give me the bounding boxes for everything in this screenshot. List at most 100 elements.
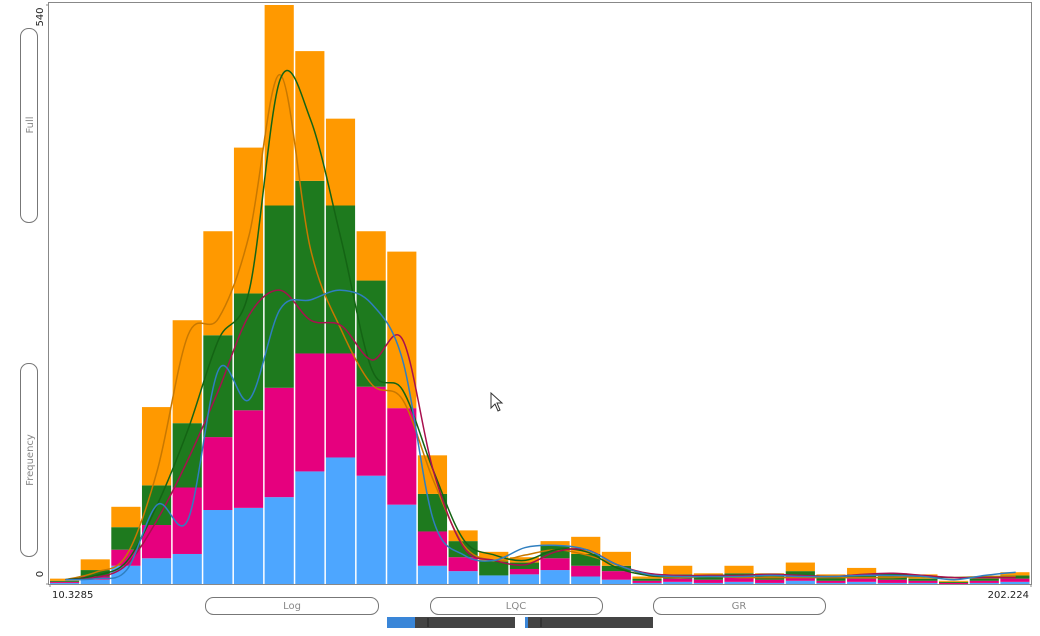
- bar-segment: [632, 582, 662, 584]
- bar-segment: [50, 580, 80, 582]
- bar-segment: [417, 531, 448, 566]
- bar-segment: [908, 582, 938, 584]
- bar-segment: [509, 562, 540, 569]
- lqc-label: LQC: [506, 601, 526, 612]
- bar-segment: [908, 580, 938, 583]
- bar-segment: [632, 578, 662, 581]
- gr-button[interactable]: GR: [653, 597, 826, 615]
- scrollbar[interactable]: [387, 617, 515, 628]
- bar-segment: [479, 561, 509, 576]
- bar-segment: [111, 506, 141, 528]
- frequency-button[interactable]: Frequency: [20, 363, 38, 557]
- bar-segment: [663, 578, 693, 582]
- bar-segment: [203, 510, 233, 584]
- bar-segment: [939, 581, 969, 583]
- y-tick-label: 540: [35, 7, 46, 26]
- plot: [50, 5, 1030, 584]
- bar-segment: [356, 231, 386, 281]
- bar-segment: [141, 525, 172, 559]
- bar-segment: [724, 577, 754, 582]
- bar-segment: [877, 579, 907, 583]
- bar-segment: [877, 582, 907, 584]
- bar-segment: [847, 578, 877, 582]
- bar-segment: [295, 353, 325, 472]
- bar-segment: [509, 574, 540, 584]
- bar-segment: [785, 580, 815, 584]
- bar-segment: [755, 582, 785, 584]
- bar-segment: [693, 579, 723, 583]
- bar-segment: [540, 570, 570, 584]
- bar-segment: [141, 558, 172, 584]
- bar-segment: [632, 576, 662, 579]
- gr-label: GR: [732, 601, 747, 612]
- frequency-label: Frequency: [25, 434, 36, 486]
- bar-segment: [939, 580, 969, 582]
- bar-segment: [295, 471, 325, 584]
- bar-segment: [632, 580, 662, 583]
- bar-segment: [172, 553, 202, 584]
- bar-segment: [571, 553, 601, 566]
- bar-segment: [1000, 572, 1030, 576]
- bar-segment: [387, 504, 417, 584]
- bar-segment: [663, 565, 693, 575]
- full-label: Full: [25, 116, 36, 133]
- bar-segment: [939, 582, 969, 584]
- bar-segment: [50, 582, 80, 584]
- bar-segment: [356, 386, 386, 476]
- lqc-button[interactable]: LQC: [430, 597, 603, 615]
- bar-segment: [1000, 578, 1030, 582]
- bar-segment: [816, 577, 846, 581]
- bar-segment: [601, 571, 631, 580]
- bar-segment: [540, 541, 570, 546]
- bar-segment: [111, 565, 141, 584]
- bar-segment: [448, 571, 478, 584]
- bar-segment: [847, 567, 877, 575]
- bar-segment: [50, 581, 80, 583]
- bar-segment: [233, 293, 264, 411]
- x-tick-label: 10.3285: [52, 590, 93, 601]
- bar-segment: [80, 559, 110, 571]
- bar-segment: [264, 497, 294, 584]
- bar-segment: [448, 557, 478, 572]
- bar-segment: [663, 581, 693, 584]
- bar-segment: [816, 582, 846, 584]
- bar-segment: [601, 565, 631, 572]
- scrollbar[interactable]: [525, 617, 653, 628]
- bar-segment: [417, 565, 448, 584]
- bar-segment: [479, 575, 509, 584]
- bar-segment: [847, 581, 877, 584]
- bar-segment: [847, 574, 877, 579]
- bar-segment: [571, 565, 601, 577]
- bar-segment: [1000, 581, 1030, 584]
- bar-segment: [816, 580, 846, 583]
- bar-segment: [264, 387, 294, 498]
- bar-segment: [479, 551, 509, 562]
- bar-segment: [724, 565, 754, 574]
- bar-segment: [325, 118, 356, 206]
- bar-segment: [785, 571, 815, 577]
- bar-segment: [325, 353, 356, 458]
- bar-segment: [417, 455, 448, 494]
- bar-segment: [540, 558, 570, 571]
- full-button[interactable]: Full: [20, 28, 38, 223]
- bar-segment: [571, 576, 601, 584]
- log-button[interactable]: Log: [205, 597, 379, 615]
- bar-segment: [233, 507, 264, 584]
- bar-segment: [601, 579, 631, 584]
- bar-segment: [693, 582, 723, 584]
- bar-segment: [203, 437, 233, 511]
- bar-segment: [387, 408, 417, 505]
- bar-segment: [80, 579, 110, 584]
- bar-segment: [509, 568, 540, 575]
- bar-segment: [693, 576, 723, 580]
- bar-segment: [233, 410, 264, 508]
- bar-segment: [969, 582, 999, 584]
- bar-segment: [356, 280, 386, 387]
- bar-segment: [969, 580, 999, 583]
- density-curve: [65, 289, 1016, 581]
- bar-segment: [448, 530, 478, 542]
- log-label: Log: [283, 601, 301, 612]
- y-tick-label: 0: [35, 571, 46, 577]
- bar-segment: [50, 578, 80, 581]
